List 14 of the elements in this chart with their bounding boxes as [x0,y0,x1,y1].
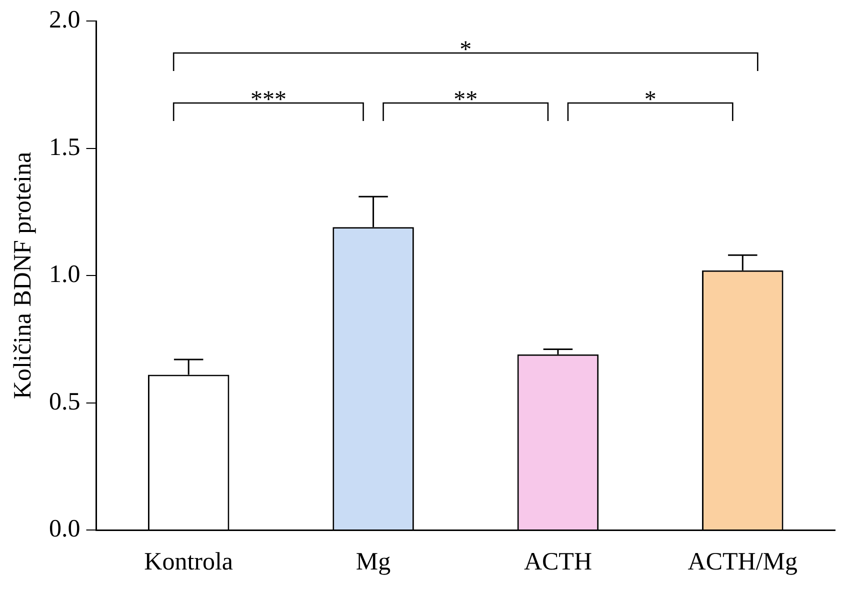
x-tick-label: Kontrola [144,548,234,576]
annotation: * [460,37,472,63]
x-tick-label: Mg [356,548,392,576]
y-tick-label: 1.5 [49,134,80,161]
y-tick-label: 1.0 [49,261,80,288]
y-axis-title: Količina BDNF proteina [10,152,37,400]
y-tick-label: 2.0 [49,6,80,34]
annotation: * [644,87,656,113]
annotation: ** [454,87,478,113]
x-tick-label: ACTH [524,548,592,576]
x-tick-label: ACTH/Mg [688,548,798,576]
y-tick-label: 0.0 [49,516,80,543]
annotation: *** [250,87,286,113]
y-tick-label: 0.5 [49,388,80,416]
